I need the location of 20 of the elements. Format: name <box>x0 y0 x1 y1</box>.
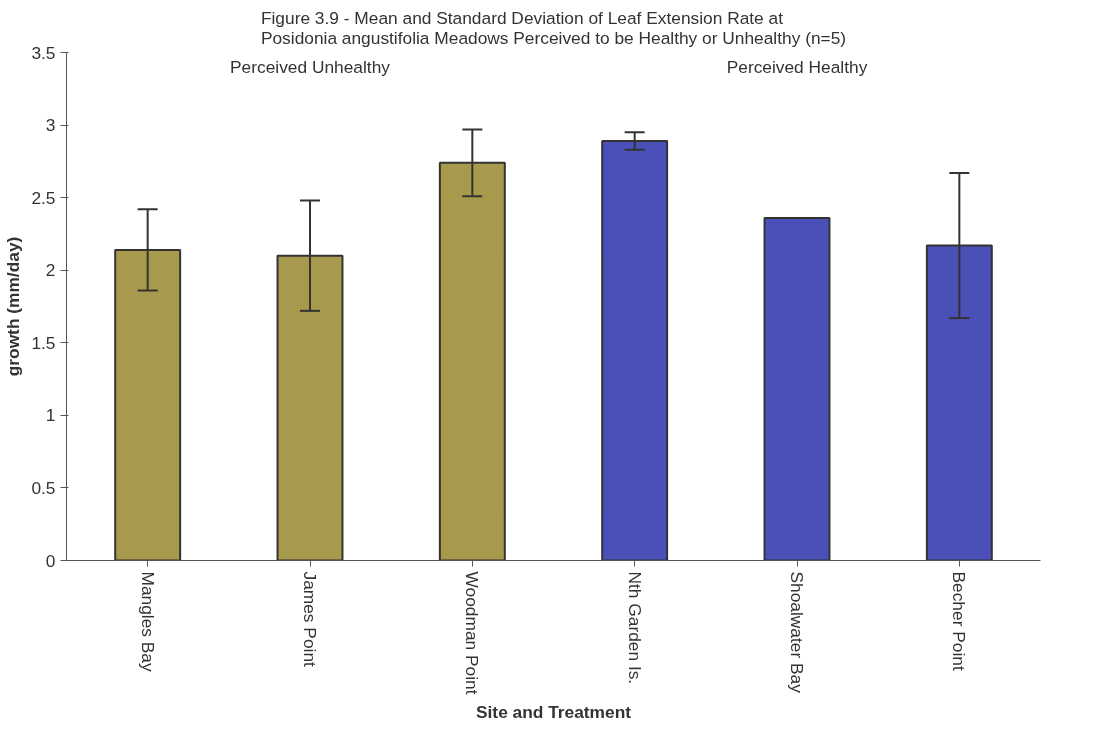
x-tick-label: James Point <box>300 571 320 668</box>
annotation: Perceived Unhealthy <box>230 56 391 77</box>
x-tick-label: Mangles Bay <box>137 571 158 673</box>
y-tick-label: 2 <box>45 260 56 281</box>
y-tick-label: 1 <box>45 405 56 426</box>
y-tick-label: 0.5 <box>31 477 56 498</box>
y-tick-label: 2.5 <box>31 187 56 208</box>
y-tick-label: 3.5 <box>31 42 56 63</box>
x-tick-label: Shoalwater Bay <box>787 571 807 694</box>
x-tick-label: Nth Garden Is. <box>624 571 645 685</box>
annotation: Perceived Healthy <box>726 56 868 77</box>
y-tick-label: 0 <box>45 550 56 571</box>
y-tick-label: 1.5 <box>31 332 56 353</box>
bar <box>763 216 831 561</box>
x-tick-label: Woodman Point <box>462 571 483 695</box>
x-tick-label: Becher Point <box>949 571 970 671</box>
y-tick-label: 3 <box>45 115 56 136</box>
chart-title: Figure 3.9 - Mean and Standard Deviation of Leaf Extension Rate at Posidonia angustifolia Meadows Perceived to be Healthy or Unhealthy (n=5) <box>260 7 847 48</box>
x-axis-title: Site and Treatment <box>475 702 632 723</box>
y-axis-title: growth (mm/day) <box>3 236 24 377</box>
